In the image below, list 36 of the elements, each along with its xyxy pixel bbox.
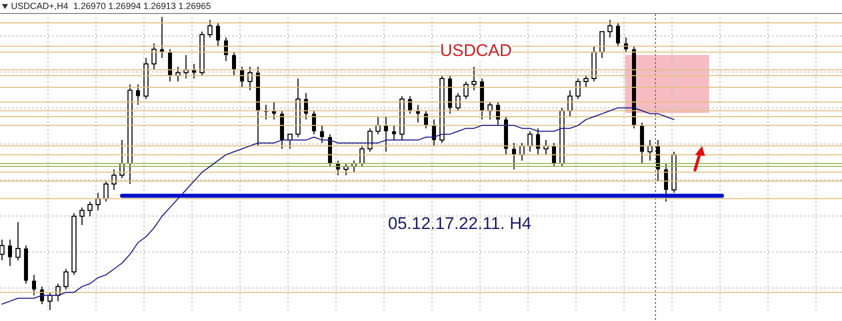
candlestick: [472, 66, 476, 91]
candlestick: [216, 22, 220, 47]
candlestick: [136, 84, 140, 106]
candlestick: [376, 116, 380, 135]
candlestick: [80, 206, 84, 226]
candlestick: [464, 80, 468, 100]
annotation: 05.12.17.22.11. H4: [388, 214, 532, 234]
annotation: USDCAD: [440, 41, 512, 60]
candlestick: [648, 140, 652, 162]
candlestick: [600, 31, 604, 59]
candlestick: [168, 48, 172, 82]
candlestick: [584, 75, 588, 88]
chart-title: USDCAD+,H4 1.26970 1.26994 1.26913 1.26965: [11, 1, 211, 11]
candlestick: [104, 180, 108, 202]
candlestick: [64, 268, 68, 290]
candlestick: [88, 201, 92, 217]
candlestick: [152, 42, 156, 70]
candlestick: [232, 52, 236, 76]
candlestick: [208, 19, 212, 38]
candlestick: [528, 130, 532, 152]
candlestick: [16, 222, 20, 261]
candlestick: [112, 168, 116, 190]
candlestick: [576, 78, 580, 100]
candlestick: [456, 92, 460, 112]
candlestick: [488, 101, 492, 120]
candlestick: [96, 192, 100, 211]
candlestick: [608, 19, 612, 38]
candlestick: [536, 128, 540, 156]
candlestick: [320, 124, 324, 144]
candlestick: [248, 66, 252, 91]
candlestick: [616, 22, 620, 47]
candlestick: [288, 134, 292, 150]
candlestick: [8, 239, 12, 267]
candlestick: [384, 116, 388, 152]
candlestick: [568, 90, 572, 118]
candlestick: [32, 274, 36, 296]
